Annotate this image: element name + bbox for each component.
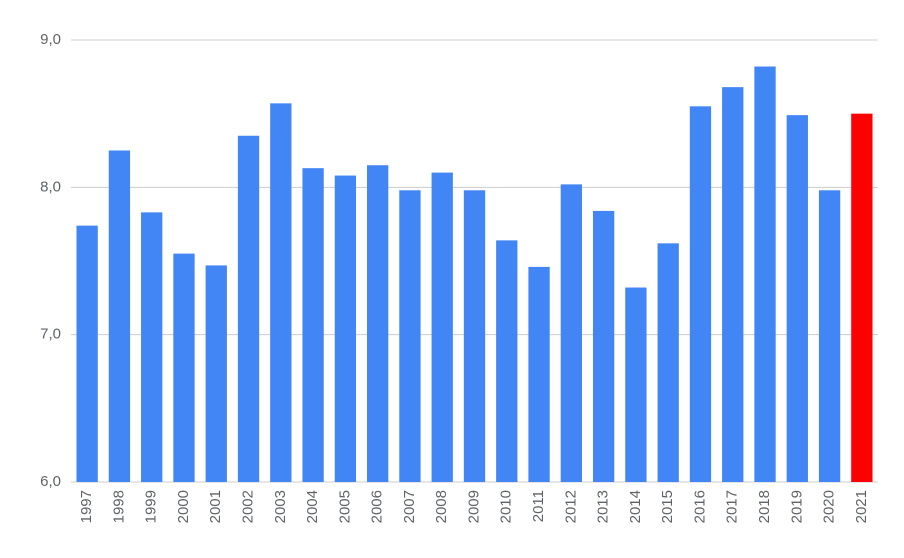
x-tick-label: 2014: [627, 490, 644, 523]
x-tick-label: 2019: [788, 490, 805, 523]
x-tick-label: 2008: [433, 490, 450, 523]
bar: [592, 210, 615, 482]
x-tick-label: 2009: [465, 490, 482, 523]
x-tick-label: 1999: [143, 490, 160, 523]
x-tick-label: 2003: [272, 490, 289, 523]
bar: [141, 212, 163, 482]
y-tick-label: 8,0: [40, 178, 61, 195]
x-tick-label: 2000: [175, 490, 192, 523]
y-tick-label: 7,0: [40, 326, 61, 343]
bar: [625, 287, 647, 482]
bar: [689, 106, 712, 483]
x-tick-label: 2015: [659, 490, 676, 523]
bar: [754, 66, 776, 483]
y-tick-label: 9,0: [40, 31, 61, 48]
bar: [786, 115, 808, 482]
bar: [818, 190, 841, 482]
bar: [76, 225, 98, 482]
bar: [205, 265, 227, 482]
x-tick-label: 2005: [336, 490, 353, 523]
x-tick-label: 2007: [401, 490, 418, 523]
x-tick-label: 2017: [724, 490, 741, 523]
bar: [108, 150, 131, 482]
x-tick-label: 1998: [110, 490, 127, 523]
x-tick-label: 2006: [369, 490, 386, 523]
bar: [496, 240, 518, 482]
bar: [334, 175, 357, 482]
bar: [851, 113, 873, 483]
x-tick-label: 2020: [821, 490, 838, 523]
x-tick-label: 2001: [207, 490, 224, 523]
bar: [463, 190, 486, 482]
y-tick-label: 6,0: [40, 473, 61, 490]
bar: [270, 103, 292, 482]
bar: [722, 87, 744, 482]
bar: [560, 184, 582, 483]
bar: [302, 168, 324, 482]
x-tick-label: 2011: [530, 490, 547, 522]
x-tick-label: 2010: [498, 490, 515, 523]
x-tick-label: 2016: [691, 490, 708, 523]
bar: [657, 243, 679, 482]
x-tick-label: 1997: [78, 490, 95, 523]
x-tick-label: 2013: [595, 490, 612, 523]
bar: [173, 253, 195, 482]
x-tick-label: 2021: [853, 490, 870, 523]
x-tick-label: 2002: [240, 490, 257, 523]
bar: [237, 135, 260, 482]
bar: [399, 190, 421, 482]
x-tick-label: 2004: [304, 490, 321, 523]
bar: [431, 172, 453, 482]
bar: [367, 165, 389, 482]
x-tick-label: 2018: [756, 490, 773, 523]
x-tick-label: 2012: [562, 490, 579, 523]
bar: [528, 266, 550, 482]
